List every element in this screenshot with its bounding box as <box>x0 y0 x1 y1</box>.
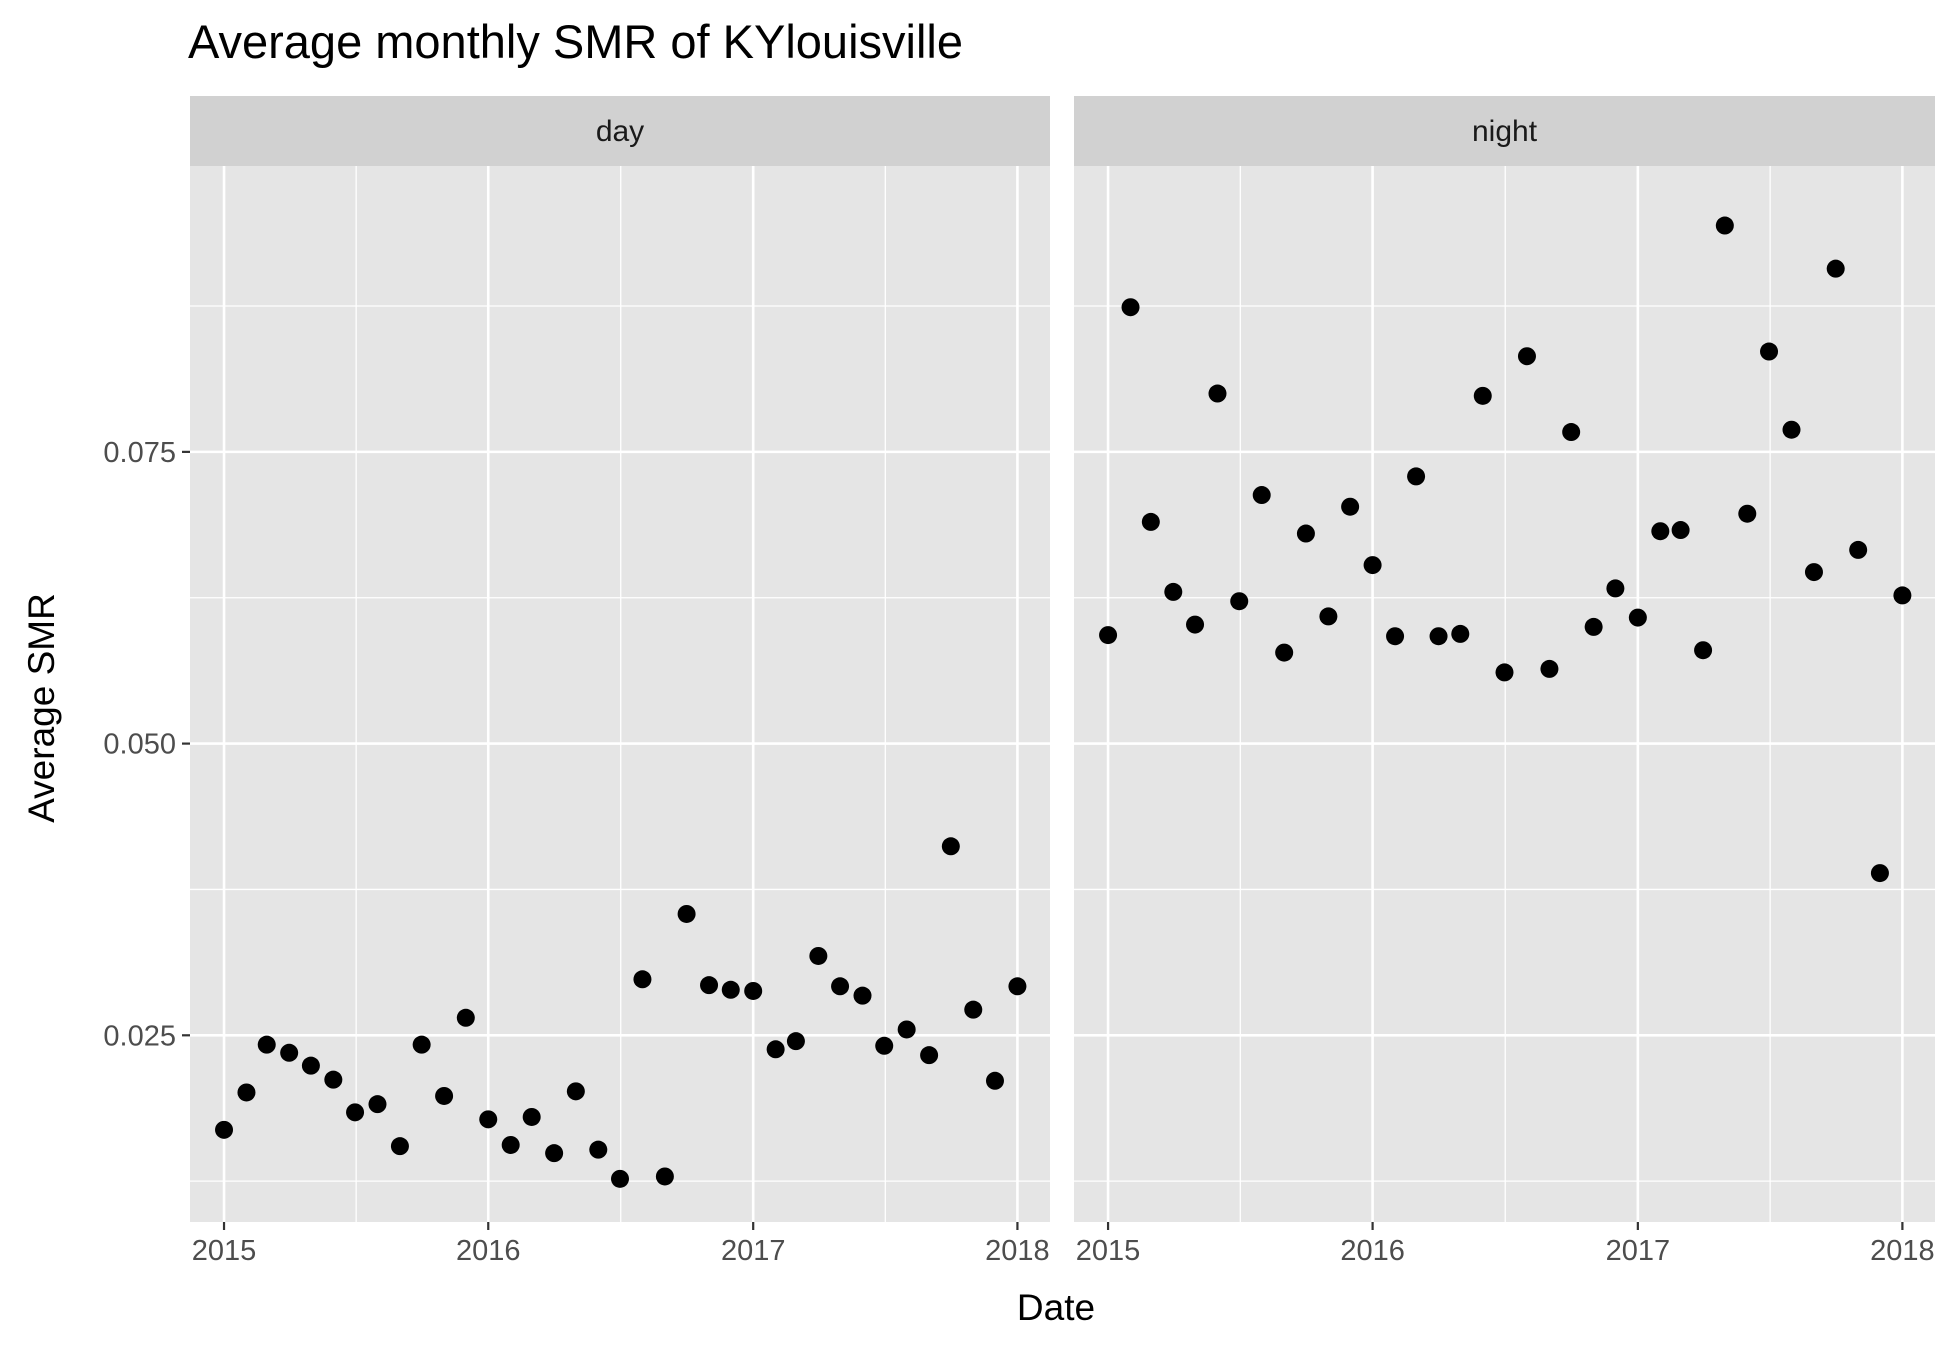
data-point-day <box>875 1036 894 1055</box>
data-point-night <box>1849 540 1868 559</box>
data-point-day <box>501 1135 520 1154</box>
data-point-night <box>1473 386 1492 405</box>
data-point-night <box>1252 486 1271 505</box>
data-point-day <box>897 1020 916 1039</box>
data-point-day <box>566 1082 585 1101</box>
data-point-night <box>1164 582 1183 601</box>
data-point-night <box>1429 627 1448 646</box>
data-point-day <box>766 1040 785 1059</box>
data-point-day <box>589 1140 608 1159</box>
data-point-night <box>1694 641 1713 660</box>
data-point-day <box>744 981 763 1000</box>
data-point-day <box>522 1107 541 1126</box>
data-point-night <box>1671 521 1690 540</box>
data-point-night <box>1651 522 1670 541</box>
data-point-night <box>1782 420 1801 439</box>
data-point-night <box>1715 216 1734 235</box>
data-point-day <box>611 1169 629 1188</box>
data-point-day <box>237 1083 256 1102</box>
y-axis-title: Average SMR <box>21 593 62 823</box>
data-point-night <box>1386 627 1405 646</box>
data-point-night <box>1606 579 1625 598</box>
data-point-day <box>390 1137 409 1156</box>
data-point-night <box>1870 864 1889 883</box>
data-point-day <box>655 1167 674 1186</box>
data-point-day <box>215 1120 234 1139</box>
facet-strip-night <box>1074 96 1935 166</box>
facet-strip-label: night <box>1472 115 1538 148</box>
x-tick-label: 2018 <box>1870 1235 1935 1267</box>
data-point-night <box>1584 617 1603 636</box>
y-tick-label: 0.050 <box>103 729 176 761</box>
data-point-day <box>257 1035 276 1054</box>
data-point-day <box>456 1008 475 1027</box>
data-point-night <box>1141 512 1160 531</box>
data-point-day <box>721 980 740 999</box>
facets-layer: day 2015 2016 2017 2018 0.025 0.050 0.075 night 2… <box>103 96 1935 1267</box>
data-point-night <box>1208 384 1227 403</box>
data-point-night <box>1363 556 1382 575</box>
data-point-night <box>1893 586 1912 605</box>
data-point-day <box>831 977 850 996</box>
data-point-day <box>280 1043 299 1062</box>
x-tick-label: 2016 <box>456 1235 521 1267</box>
y-tick-label: 0.025 <box>103 1020 176 1052</box>
data-point-day <box>920 1046 939 1065</box>
x-tick-label: 2017 <box>1606 1235 1671 1267</box>
facet-panel-day: day 2015 2016 2017 2018 0.025 0.050 0.075 <box>103 96 1050 1267</box>
facet-strip-label: day <box>596 115 644 148</box>
data-point-day <box>964 1000 983 1019</box>
x-tick-label: 2017 <box>721 1235 786 1267</box>
data-point-night <box>1451 624 1470 643</box>
data-point-day <box>700 976 719 995</box>
data-point-night <box>1804 563 1823 582</box>
x-tick-label: 2015 <box>1076 1235 1141 1267</box>
x-axis-title: Date <box>1017 1287 1095 1328</box>
data-point-night <box>1517 347 1536 366</box>
data-point-night <box>1738 504 1757 523</box>
data-point-day <box>677 904 696 923</box>
data-point-night <box>1495 663 1514 682</box>
data-point-day <box>941 837 960 856</box>
data-point-day <box>368 1095 387 1114</box>
data-point-night <box>1628 608 1647 627</box>
data-point-night <box>1760 342 1779 361</box>
facet-strip-day <box>190 96 1050 166</box>
data-point-night <box>1099 626 1118 645</box>
data-point-night <box>1121 298 1140 317</box>
panel-background <box>190 166 1050 1222</box>
x-tick-label: 2018 <box>985 1235 1050 1267</box>
data-point-day <box>809 946 828 965</box>
data-point-day <box>853 986 872 1005</box>
data-point-day <box>346 1103 365 1122</box>
data-point-night <box>1407 467 1426 486</box>
y-tick-label: 0.075 <box>103 437 176 469</box>
data-point-night <box>1186 615 1205 634</box>
data-point-night <box>1826 259 1845 278</box>
x-tick-label: 2016 <box>1340 1235 1405 1267</box>
data-point-day <box>324 1070 343 1089</box>
data-point-night <box>1341 497 1360 516</box>
data-point-day <box>435 1086 454 1105</box>
panel-background <box>1074 166 1935 1222</box>
data-point-night <box>1319 607 1338 626</box>
facet-panel-night: night 2015 2016 2017 2018 <box>1074 96 1935 1267</box>
data-point-day <box>545 1144 564 1163</box>
data-point-day <box>412 1035 431 1054</box>
data-point-day <box>1008 977 1027 996</box>
x-tick-label: 2015 <box>192 1235 257 1267</box>
data-point-night <box>1230 592 1249 611</box>
data-point-night <box>1275 643 1294 662</box>
data-point-day <box>786 1032 805 1051</box>
data-point-day <box>301 1056 320 1075</box>
data-point-day <box>985 1071 1004 1090</box>
data-point-night <box>1540 659 1559 678</box>
data-point-night <box>1296 524 1315 543</box>
data-point-night <box>1562 423 1581 442</box>
chart-title: Average monthly SMR of KYlouisville <box>188 15 963 68</box>
data-point-day <box>479 1110 498 1129</box>
data-point-day <box>633 970 652 989</box>
